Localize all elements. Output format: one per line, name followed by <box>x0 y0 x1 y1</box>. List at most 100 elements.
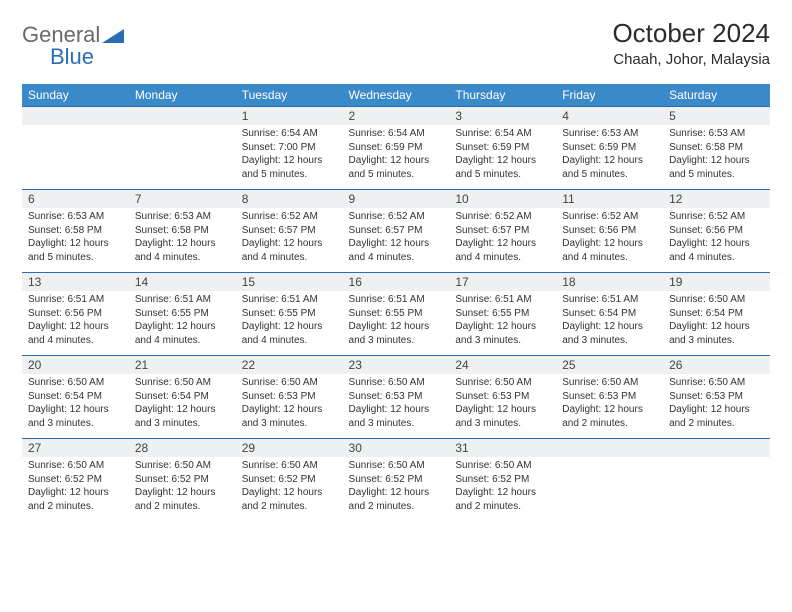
date-number: 2 <box>343 107 450 126</box>
logo-text-blue: Blue <box>22 44 94 69</box>
sunrise-text: Sunrise: 6:54 AM <box>455 127 550 141</box>
sunset-text: Sunset: 6:55 PM <box>455 307 550 321</box>
date-cell: Sunrise: 6:52 AMSunset: 6:56 PMDaylight:… <box>556 208 663 273</box>
daylight-text: and 3 minutes. <box>242 417 337 431</box>
daylight-text: Daylight: 12 hours <box>562 403 657 417</box>
daylight-text: and 4 minutes. <box>669 251 764 265</box>
date-number: 12 <box>663 190 770 209</box>
date-cell: Sunrise: 6:51 AMSunset: 6:55 PMDaylight:… <box>129 291 236 356</box>
daylight-text: and 4 minutes. <box>28 334 123 348</box>
sunset-text: Sunset: 6:57 PM <box>242 224 337 238</box>
daylight-text: and 2 minutes. <box>455 500 550 514</box>
calendar-table: Sunday Monday Tuesday Wednesday Thursday… <box>22 84 770 521</box>
date-number: 28 <box>129 439 236 458</box>
sunset-text: Sunset: 6:59 PM <box>562 141 657 155</box>
date-cell: Sunrise: 6:50 AMSunset: 6:54 PMDaylight:… <box>22 374 129 439</box>
sunrise-text: Sunrise: 6:51 AM <box>455 293 550 307</box>
date-number-row: 12345 <box>22 107 770 126</box>
sunset-text: Sunset: 6:55 PM <box>242 307 337 321</box>
sunrise-text: Sunrise: 6:51 AM <box>28 293 123 307</box>
sunset-text: Sunset: 6:59 PM <box>349 141 444 155</box>
page-subtitle: Chaah, Johor, Malaysia <box>612 51 770 68</box>
daylight-text: Daylight: 12 hours <box>28 320 123 334</box>
date-cell: Sunrise: 6:50 AMSunset: 6:53 PMDaylight:… <box>556 374 663 439</box>
date-cell: Sunrise: 6:50 AMSunset: 6:52 PMDaylight:… <box>129 457 236 521</box>
daylight-text: and 4 minutes. <box>242 251 337 265</box>
date-number: 23 <box>343 356 450 375</box>
sunrise-text: Sunrise: 6:50 AM <box>349 459 444 473</box>
daylight-text: Daylight: 12 hours <box>562 154 657 168</box>
date-cell: Sunrise: 6:50 AMSunset: 6:53 PMDaylight:… <box>663 374 770 439</box>
sunrise-text: Sunrise: 6:51 AM <box>349 293 444 307</box>
date-cell: Sunrise: 6:50 AMSunset: 6:54 PMDaylight:… <box>663 291 770 356</box>
sunset-text: Sunset: 6:57 PM <box>349 224 444 238</box>
date-cell: Sunrise: 6:50 AMSunset: 6:53 PMDaylight:… <box>236 374 343 439</box>
date-number: 6 <box>22 190 129 209</box>
date-number: 20 <box>22 356 129 375</box>
date-cell: Sunrise: 6:50 AMSunset: 6:52 PMDaylight:… <box>343 457 450 521</box>
daylight-text: Daylight: 12 hours <box>669 320 764 334</box>
sunset-text: Sunset: 6:53 PM <box>455 390 550 404</box>
sunrise-text: Sunrise: 6:51 AM <box>242 293 337 307</box>
sunrise-text: Sunrise: 6:50 AM <box>562 376 657 390</box>
date-cell: Sunrise: 6:53 AMSunset: 6:58 PMDaylight:… <box>22 208 129 273</box>
day-header: Tuesday <box>236 84 343 107</box>
daylight-text: and 3 minutes. <box>135 417 230 431</box>
date-number: 5 <box>663 107 770 126</box>
daylight-text: Daylight: 12 hours <box>242 154 337 168</box>
sunrise-text: Sunrise: 6:50 AM <box>455 459 550 473</box>
date-number: 18 <box>556 273 663 292</box>
sunrise-text: Sunrise: 6:50 AM <box>135 376 230 390</box>
daylight-text: Daylight: 12 hours <box>242 403 337 417</box>
sunset-text: Sunset: 6:56 PM <box>669 224 764 238</box>
daylight-text: and 3 minutes. <box>455 334 550 348</box>
logo-triangle-icon <box>102 27 124 43</box>
sunrise-text: Sunrise: 6:51 AM <box>135 293 230 307</box>
date-number: 4 <box>556 107 663 126</box>
sunset-text: Sunset: 6:56 PM <box>28 307 123 321</box>
date-cell: Sunrise: 6:50 AMSunset: 6:54 PMDaylight:… <box>129 374 236 439</box>
date-number: 8 <box>236 190 343 209</box>
daylight-text: and 3 minutes. <box>669 334 764 348</box>
daylight-text: and 2 minutes. <box>135 500 230 514</box>
date-number: 7 <box>129 190 236 209</box>
daylight-text: Daylight: 12 hours <box>349 486 444 500</box>
daylight-text: and 5 minutes. <box>349 168 444 182</box>
date-number-row: 13141516171819 <box>22 273 770 292</box>
daylight-text: and 4 minutes. <box>455 251 550 265</box>
day-header: Saturday <box>663 84 770 107</box>
date-number: 27 <box>22 439 129 458</box>
date-number: 10 <box>449 190 556 209</box>
sunrise-text: Sunrise: 6:54 AM <box>242 127 337 141</box>
date-cell <box>556 457 663 521</box>
date-cell: Sunrise: 6:51 AMSunset: 6:55 PMDaylight:… <box>449 291 556 356</box>
sunset-text: Sunset: 6:53 PM <box>562 390 657 404</box>
date-number: 30 <box>343 439 450 458</box>
day-header: Wednesday <box>343 84 450 107</box>
date-cell: Sunrise: 6:52 AMSunset: 6:57 PMDaylight:… <box>236 208 343 273</box>
date-cell: Sunrise: 6:52 AMSunset: 6:57 PMDaylight:… <box>449 208 556 273</box>
sunrise-text: Sunrise: 6:52 AM <box>562 210 657 224</box>
date-cell: Sunrise: 6:50 AMSunset: 6:52 PMDaylight:… <box>22 457 129 521</box>
date-number: 16 <box>343 273 450 292</box>
daylight-text: and 3 minutes. <box>349 334 444 348</box>
date-cell: Sunrise: 6:52 AMSunset: 6:56 PMDaylight:… <box>663 208 770 273</box>
date-number-row: 2728293031 <box>22 439 770 458</box>
sunrise-text: Sunrise: 6:50 AM <box>135 459 230 473</box>
daylight-text: and 4 minutes. <box>135 251 230 265</box>
sunrise-text: Sunrise: 6:50 AM <box>28 376 123 390</box>
sunset-text: Sunset: 6:55 PM <box>349 307 444 321</box>
sunrise-text: Sunrise: 6:53 AM <box>135 210 230 224</box>
date-cell: Sunrise: 6:51 AMSunset: 6:56 PMDaylight:… <box>22 291 129 356</box>
sunset-text: Sunset: 6:58 PM <box>28 224 123 238</box>
date-cell: Sunrise: 6:50 AMSunset: 6:53 PMDaylight:… <box>343 374 450 439</box>
date-cell: Sunrise: 6:51 AMSunset: 6:55 PMDaylight:… <box>236 291 343 356</box>
date-number: 25 <box>556 356 663 375</box>
date-cell <box>22 125 129 190</box>
date-number: 1 <box>236 107 343 126</box>
date-cell: Sunrise: 6:50 AMSunset: 6:53 PMDaylight:… <box>449 374 556 439</box>
page-title: October 2024 <box>612 18 770 49</box>
sunset-text: Sunset: 7:00 PM <box>242 141 337 155</box>
daylight-text: and 2 minutes. <box>242 500 337 514</box>
sunrise-text: Sunrise: 6:53 AM <box>562 127 657 141</box>
